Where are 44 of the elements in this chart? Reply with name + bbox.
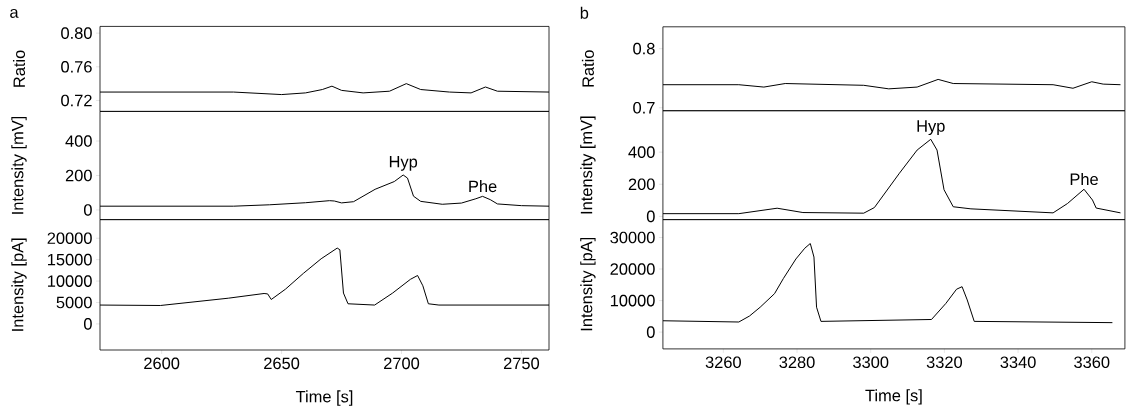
y-tick-label: 10000 — [610, 294, 655, 307]
annotation: Hyp — [917, 120, 945, 136]
y-tick-label: 0 — [646, 326, 655, 338]
x-tick-label: 2700 — [384, 357, 420, 370]
y-tick-label: 15000 — [48, 253, 92, 266]
y-tick-label: 0 — [83, 204, 92, 216]
y-tick-label: 20000 — [610, 263, 655, 275]
chart-title: a — [10, 8, 19, 18]
y-tick-label: 20000 — [47, 232, 92, 245]
y-tick-label: 30000 — [610, 231, 655, 244]
y-tick-label: 200 — [65, 169, 92, 182]
y-tick-label: 0.80 — [61, 27, 92, 39]
y-axis-title: Ratio — [12, 50, 26, 87]
y-tick-label: 0 — [646, 210, 655, 223]
y-tick-label: 0.72 — [61, 94, 92, 107]
y-axis-title: Intensity [pA] — [11, 238, 27, 331]
y-tick-label: 0.8 — [633, 42, 655, 55]
x-tick-label: 3320 — [926, 356, 963, 369]
annotation: Hyp — [389, 156, 418, 171]
x-tick-label: 3300 — [853, 356, 889, 369]
y-tick-label: 200 — [628, 178, 655, 191]
x-tick-label: 2650 — [264, 357, 300, 370]
y-tick-label: 400 — [628, 146, 655, 158]
y-axis-title: Intensity [mV] — [580, 116, 596, 214]
x-tick-label: 2750 — [503, 357, 540, 370]
y-tick-label: 5000 — [56, 296, 92, 309]
annotation: Phe — [1070, 172, 1098, 186]
y-tick-label: 10000 — [48, 275, 92, 287]
y-axis-title: Ratio — [581, 50, 594, 87]
x-tick-label: 3260 — [705, 356, 741, 369]
y-axis-title: Intensity [pA] — [580, 237, 596, 331]
x-tick-label: 3280 — [779, 356, 815, 369]
y-tick-label: 0 — [83, 318, 92, 330]
x-tick-label: 3340 — [1000, 356, 1036, 369]
x-tick-label: 3360 — [1074, 356, 1110, 369]
y-tick-label: 400 — [65, 135, 92, 147]
y-tick-label: 0.76 — [61, 60, 92, 73]
x-axis-title: Time [s] — [865, 389, 922, 405]
x-tick-label: 2600 — [144, 357, 180, 370]
x-axis-title: Time [s] — [295, 390, 353, 406]
annotation: Phe — [469, 180, 497, 193]
y-axis-title: Intensity [mV] — [11, 116, 27, 214]
y-tick-label: 0.7 — [633, 101, 655, 114]
chart-title: b — [580, 6, 589, 19]
